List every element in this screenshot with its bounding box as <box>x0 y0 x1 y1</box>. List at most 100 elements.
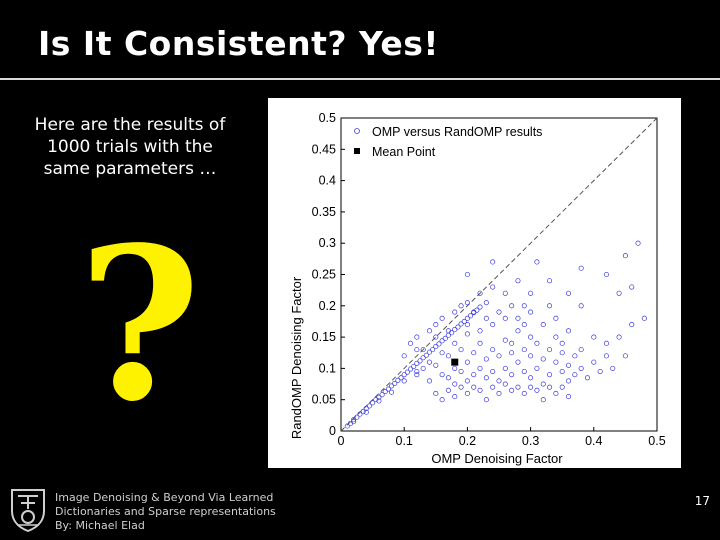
data-point <box>591 334 597 340</box>
data-point <box>528 353 534 359</box>
data-point <box>597 368 603 375</box>
data-point <box>540 356 546 362</box>
data-point <box>407 340 414 346</box>
data-point <box>477 328 483 334</box>
data-point <box>521 390 527 396</box>
data-point <box>452 365 458 371</box>
data-point <box>490 384 496 390</box>
data-point <box>417 358 423 364</box>
data-point <box>515 384 521 390</box>
data-point <box>565 362 572 368</box>
data-point <box>420 355 426 361</box>
data-point <box>430 347 436 353</box>
y-tick-label: 0.5 <box>319 111 336 125</box>
data-point <box>502 315 508 321</box>
data-point <box>445 387 451 393</box>
data-point <box>521 347 527 353</box>
data-point <box>439 315 445 321</box>
data-point <box>509 387 515 393</box>
data-point <box>616 290 622 296</box>
data-point <box>452 327 458 333</box>
data-point <box>528 384 534 390</box>
data-point <box>363 409 369 415</box>
data-point <box>490 259 496 265</box>
data-point <box>445 375 451 381</box>
legend-entry-results: OMP versus RandOMP results <box>372 125 542 139</box>
data-point <box>547 347 553 353</box>
data-point <box>559 340 565 346</box>
data-point <box>414 334 420 340</box>
x-tick-label: 0 <box>338 434 345 448</box>
data-point <box>464 390 470 396</box>
y-axis-label: RandOMP Denoising Factor <box>289 276 304 439</box>
data-point <box>622 353 628 359</box>
data-point <box>528 334 534 340</box>
data-point <box>404 369 410 375</box>
data-point <box>458 347 464 353</box>
data-point <box>578 365 584 371</box>
data-point <box>464 271 470 278</box>
data-point <box>464 331 470 337</box>
data-point <box>547 278 553 284</box>
data-point <box>382 389 388 395</box>
data-point <box>534 365 540 371</box>
data-point <box>455 324 461 330</box>
data-point <box>540 381 546 387</box>
data-point <box>468 313 474 319</box>
data-point <box>414 347 420 353</box>
data-point <box>553 359 559 365</box>
data-point <box>414 372 420 378</box>
data-point <box>436 341 442 347</box>
data-point <box>452 309 458 315</box>
data-point <box>477 304 483 310</box>
x-tick-label: 0.2 <box>459 434 476 448</box>
data-point <box>610 365 616 371</box>
scatter-points <box>344 240 647 429</box>
data-point <box>540 397 546 403</box>
data-point <box>490 368 496 375</box>
data-point <box>515 278 521 284</box>
data-point <box>360 409 366 415</box>
data-point <box>458 303 464 309</box>
data-point <box>351 417 357 423</box>
data-point <box>559 350 565 356</box>
data-point <box>464 315 470 321</box>
data-point <box>496 378 502 384</box>
legend-entry-mean: Mean Point <box>372 145 436 159</box>
x-axis-ticks: 0 0.1 0.2 0.3 0.4 0.5 <box>338 427 666 448</box>
x-tick-label: 0.3 <box>522 434 539 448</box>
data-point <box>433 343 439 350</box>
data-point <box>439 397 445 403</box>
x-tick-label: 0.5 <box>648 434 665 448</box>
data-point <box>572 372 578 378</box>
y-tick-label: 0.2 <box>319 299 336 313</box>
data-point <box>591 359 597 365</box>
data-point <box>515 328 521 334</box>
data-point <box>629 322 635 328</box>
y-tick-label: 0.35 <box>312 205 336 219</box>
data-point <box>534 259 540 265</box>
data-point <box>433 334 439 340</box>
data-point <box>464 378 470 384</box>
slide-title: Is It Consistent? Yes! <box>38 24 439 63</box>
data-point <box>471 372 477 378</box>
y-tick-label: 0.45 <box>312 142 336 156</box>
data-point <box>445 328 451 334</box>
data-point <box>357 411 363 417</box>
data-point <box>603 271 609 278</box>
data-point <box>490 284 496 290</box>
footer-line-1: Image Denoising & Beyond Via Learned <box>55 491 274 504</box>
data-point <box>528 375 534 381</box>
data-point <box>464 359 470 365</box>
data-point <box>420 347 426 353</box>
data-point <box>471 384 477 390</box>
data-point <box>376 398 382 404</box>
data-point <box>483 315 489 321</box>
data-point <box>471 309 477 315</box>
data-point <box>496 309 502 315</box>
data-point <box>401 378 407 384</box>
data-point <box>414 360 420 366</box>
data-point <box>521 322 527 328</box>
data-point <box>547 384 553 390</box>
data-point <box>385 386 391 392</box>
